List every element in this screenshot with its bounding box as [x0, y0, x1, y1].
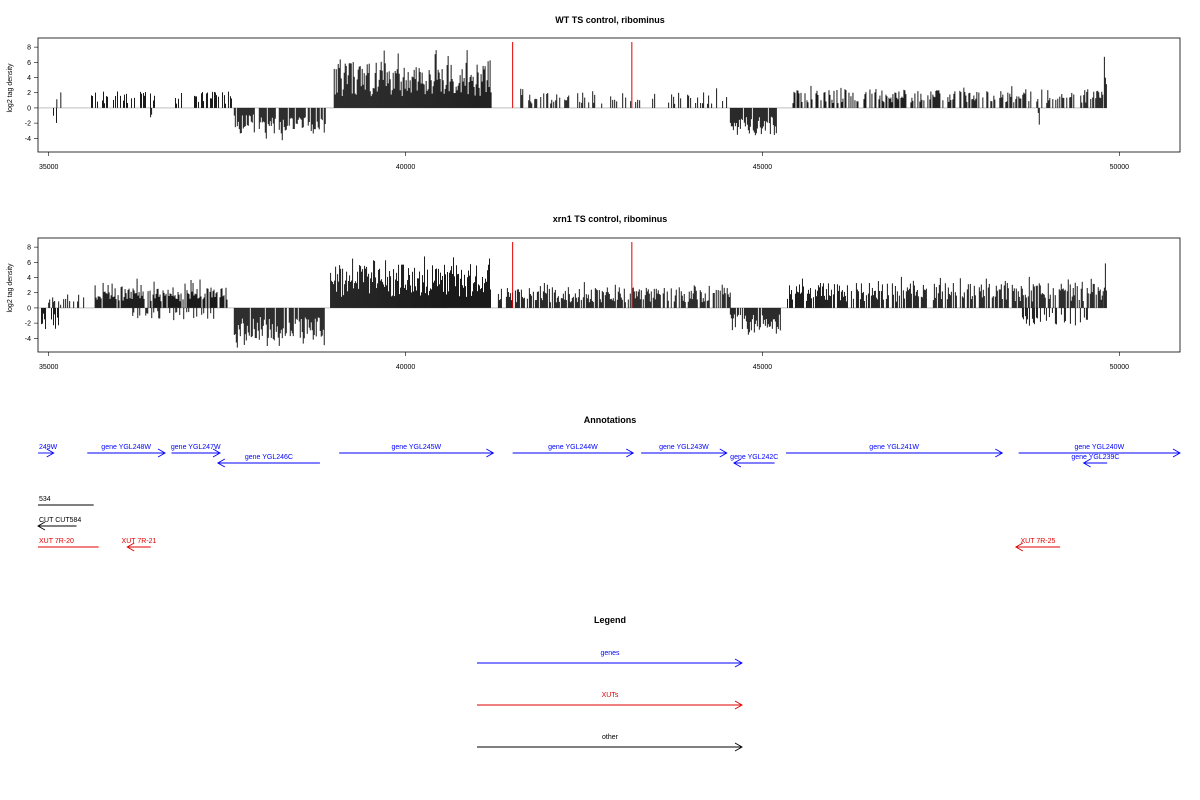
feature-arrowhead: [46, 448, 55, 458]
wt-panel: WT TS control, ribominus log2 tag densit…: [7, 15, 1181, 171]
legend-label: genes: [600, 650, 620, 657]
annotation-feature: XUT 7R-25: [1014, 538, 1061, 552]
y-tick-label: -4: [25, 136, 31, 143]
feature-arrowhead: [212, 448, 221, 458]
x-tick-label: 35000: [39, 364, 59, 371]
annotation-feature: gene YGL239C: [1071, 454, 1119, 468]
y-tick-label: 6: [27, 260, 31, 267]
x-tick-label: 45000: [753, 164, 773, 171]
x-tick-label: 40000: [396, 364, 416, 371]
y-tick-label: 0: [27, 105, 31, 112]
annotation-feature: 249W: [38, 444, 58, 458]
feature-arrowhead: [126, 542, 135, 552]
feature-arrowhead: [216, 458, 226, 468]
annotations-title: Annotations: [584, 415, 637, 425]
feature-label: gene YGL248W: [101, 444, 151, 451]
wt-axes: -4 -2 0 2 4 6 8 35000 40000 45000 50000: [25, 45, 1129, 171]
annotation-feature: 534: [38, 496, 94, 506]
feature-label: 534: [39, 496, 51, 503]
y-tick-label: 6: [27, 60, 31, 67]
legend-title: Legend: [594, 615, 626, 625]
feature-arrowhead: [37, 521, 46, 531]
feature-arrowhead: [626, 448, 635, 458]
feature-label: gene YGL239C: [1071, 454, 1119, 461]
xrn1-axes: -4 -2 0 2 4 6 8 35000 40000 45000 50000: [25, 245, 1129, 371]
feature-label: gene YGL241W: [869, 444, 919, 451]
feature-label: gene YGL247W: [171, 444, 221, 451]
y-tick-label: 2: [27, 290, 31, 297]
feature-arrowhead: [157, 448, 166, 458]
xrn1-panel-ylabel: log2 tag density: [7, 263, 14, 313]
annotation-feature: gene YGL247W: [171, 444, 221, 458]
y-tick-label: -2: [25, 321, 31, 328]
x-tick-label: 50000: [1110, 364, 1130, 371]
legend: Legend genes XUTs other: [477, 615, 743, 752]
annotation-feature: gene YGL244W: [512, 444, 635, 458]
feature-label: gene YGL244W: [548, 444, 598, 451]
annotations-track: Annotations 249W gene YGL248W gene YGL247W…: [37, 415, 1181, 552]
legend-label: other: [602, 734, 619, 741]
y-tick-label: 0: [27, 305, 31, 312]
xrn1-panel-title: xrn1 TS control, ribominus: [553, 214, 668, 224]
legend-entry: other: [477, 734, 743, 752]
annotation-feature: gene YGL242C: [730, 454, 778, 468]
legend-entry: genes: [477, 650, 743, 668]
x-tick-label: 50000: [1110, 164, 1130, 171]
y-tick-label: 8: [27, 45, 31, 52]
annotation-feature: gene YGL241W: [786, 444, 1004, 458]
feature-label: CUT CUT584: [39, 517, 81, 524]
y-tick-label: 4: [27, 275, 31, 282]
y-tick-label: -2: [25, 121, 31, 128]
feature-arrowhead: [719, 448, 728, 458]
legend-label: XUTs: [602, 692, 619, 699]
xrn1-bars: [38, 242, 1108, 348]
annotation-feature: gene YGL243W: [641, 444, 728, 458]
feature-label: XUT 7R-21: [122, 538, 157, 545]
wt-panel-ylabel: log2 tag density: [7, 63, 14, 113]
annotation-features: 249W gene YGL248W gene YGL247W gene YGL246C…: [37, 444, 1181, 552]
feature-arrowhead: [1082, 458, 1091, 468]
annotation-feature: XUT 7R-20: [38, 538, 99, 548]
y-tick-label: 8: [27, 245, 31, 252]
xrn1-panel: xrn1 TS control, ribominus log2 tag dens…: [7, 214, 1181, 371]
feature-arrowhead: [486, 448, 495, 458]
legend-entry: XUTs: [477, 692, 743, 710]
feature-label: gene YGL245W: [391, 444, 441, 451]
annotation-feature: XUT 7R-21: [122, 538, 157, 552]
legend-entries: genes XUTs other: [477, 650, 743, 752]
legend-arrowhead: [734, 700, 743, 710]
annotation-feature: gene YGL248W: [87, 444, 166, 458]
feature-arrowhead: [995, 448, 1004, 458]
x-tick-label: 40000: [396, 164, 416, 171]
wt-panel-title: WT TS control, ribominus: [555, 15, 665, 25]
feature-label: gene YGL240W: [1075, 444, 1125, 451]
y-tick-label: -4: [25, 336, 31, 343]
feature-label: gene YGL246C: [245, 454, 293, 461]
feature-label: gene YGL243W: [659, 444, 709, 451]
y-tick-label: 2: [27, 90, 31, 97]
y-tick-label: 4: [27, 75, 31, 82]
annotation-feature: gene YGL245W: [339, 444, 495, 458]
x-tick-label: 45000: [753, 364, 773, 371]
feature-arrowhead: [1172, 448, 1181, 458]
legend-arrowhead: [734, 658, 743, 668]
feature-label: XUT 7R-20: [39, 538, 74, 545]
wt-panel-frame: [37, 37, 1181, 153]
xrn1-panel-frame: [37, 237, 1181, 353]
annotation-feature: CUT CUT584: [37, 517, 81, 531]
feature-label: XUT 7R-25: [1021, 538, 1056, 545]
annotation-feature: gene YGL246C: [216, 454, 320, 468]
annotation-feature: gene YGL240W: [1018, 444, 1181, 458]
feature-label: gene YGL242C: [730, 454, 778, 461]
feature-arrowhead: [1014, 542, 1024, 552]
x-tick-label: 35000: [39, 164, 59, 171]
legend-arrowhead: [734, 742, 743, 752]
wt-bars: [38, 42, 1108, 141]
feature-label: 249W: [39, 444, 58, 451]
feature-arrowhead: [732, 458, 742, 468]
